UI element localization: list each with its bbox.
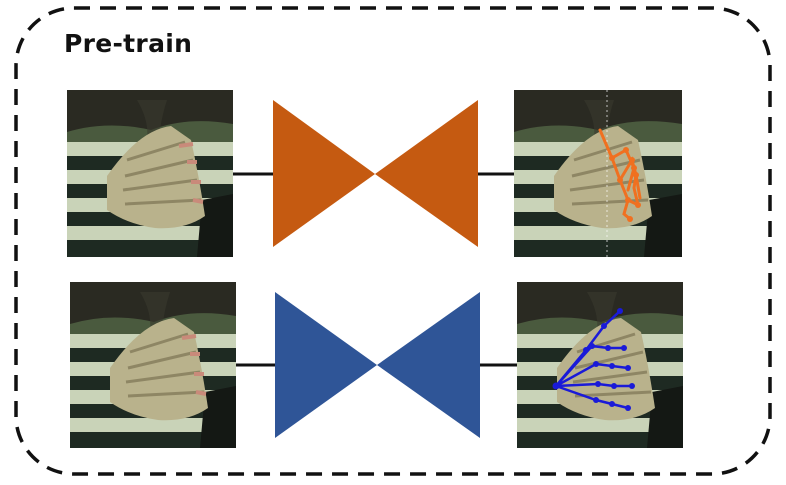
output-photo-bottom — [517, 282, 683, 448]
pretrain-frame — [14, 6, 772, 476]
blue-hand-skeleton — [554, 309, 634, 410]
diagram-title: Pre-train — [64, 29, 193, 58]
output-photo-top — [514, 90, 682, 257]
bowtie-model-top — [273, 100, 478, 247]
input-photo-bottom — [70, 282, 236, 448]
input-photo-top — [67, 90, 233, 257]
bowtie-model-bottom — [275, 292, 480, 438]
